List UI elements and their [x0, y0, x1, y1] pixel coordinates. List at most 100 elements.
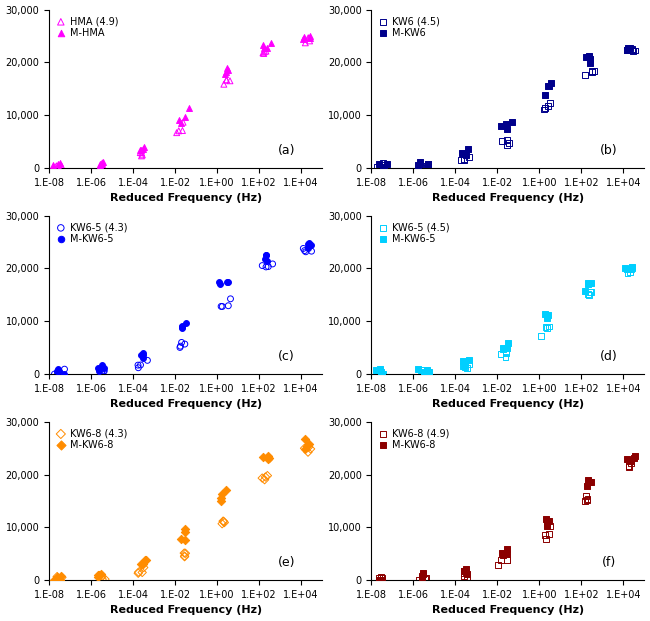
KW6-8 (4.9) — [461, 567, 471, 577]
HMA (4.9) — [300, 38, 311, 48]
M-KW6-8 — [541, 521, 552, 531]
M-KW6-5 — [136, 350, 146, 360]
M-KW6 — [500, 119, 511, 129]
M-KW6-5 — [543, 310, 554, 320]
KW6-8 (4.3) — [257, 473, 267, 483]
M-KW6 — [581, 52, 592, 62]
KW6 (4.5) — [459, 155, 469, 165]
HMA (4.9) — [304, 33, 314, 43]
KW6-5 (4.3) — [223, 301, 233, 310]
KW6-5 (4.5) — [542, 323, 552, 333]
KW6-5 (4.3) — [261, 262, 271, 272]
Legend: KW6 (4.5), M-KW6: KW6 (4.5), M-KW6 — [376, 14, 441, 40]
M-KW6-8 — [220, 485, 231, 495]
Text: (b): (b) — [600, 144, 618, 157]
M-KW6-5 — [579, 286, 590, 296]
HMA (4.9) — [174, 126, 184, 136]
KW6-8 (4.3) — [217, 519, 228, 528]
M-KW6 — [379, 161, 389, 171]
KW6 (4.5) — [540, 102, 551, 112]
HMA (4.9) — [221, 75, 231, 85]
KW6-5 (4.3) — [133, 363, 144, 373]
KW6 (4.5) — [539, 104, 549, 114]
KW6-8 (4.3) — [260, 472, 270, 482]
Legend: KW6-8 (4.9), M-KW6-8: KW6-8 (4.9), M-KW6-8 — [376, 427, 451, 452]
KW6 (4.5) — [416, 161, 426, 171]
M-KW6-5 — [460, 358, 470, 368]
M-KW6-8 — [55, 575, 66, 585]
M-KW6-8 — [304, 439, 315, 449]
KW6-5 (4.3) — [98, 366, 109, 376]
KW6-5 (4.3) — [176, 341, 186, 351]
M-KW6-8 — [216, 496, 226, 505]
M-HMA — [305, 30, 315, 40]
KW6 (4.5) — [627, 45, 637, 55]
M-KW6 — [543, 81, 553, 91]
M-KW6-8 — [138, 559, 148, 569]
M-KW6 — [625, 43, 635, 53]
M-KW6-5 — [370, 365, 381, 375]
KW6 (4.5) — [545, 98, 556, 108]
KW6-5 (4.3) — [53, 368, 63, 378]
M-KW6-8 — [543, 516, 554, 526]
M-KW6-8 — [377, 575, 387, 585]
KW6 (4.5) — [458, 155, 469, 165]
M-KW6 — [461, 150, 471, 160]
X-axis label: Reduced Frequency (Hz): Reduced Frequency (Hz) — [432, 605, 584, 615]
KW6-8 (4.9) — [377, 573, 387, 583]
KW6-5 (4.3) — [263, 261, 274, 271]
KW6-5 (4.5) — [584, 288, 595, 297]
HMA (4.9) — [96, 160, 107, 170]
HMA (4.9) — [135, 148, 146, 158]
M-KW6-5 — [177, 320, 187, 330]
M-HMA — [180, 112, 190, 122]
KW6 (4.5) — [378, 158, 389, 168]
KW6-5 (4.5) — [462, 363, 472, 373]
KW6-5 (4.3) — [59, 364, 70, 374]
M-KW6-5 — [138, 348, 148, 358]
KW6-5 (4.5) — [372, 369, 383, 379]
KW6-8 (4.3) — [179, 551, 190, 561]
M-KW6-8 — [497, 548, 507, 558]
M-KW6-8 — [630, 451, 640, 461]
KW6-5 (4.5) — [463, 360, 474, 369]
KW6-8 (4.9) — [376, 572, 386, 582]
HMA (4.9) — [57, 161, 67, 171]
M-KW6-5 — [53, 365, 63, 374]
KW6-8 (4.3) — [306, 444, 316, 454]
M-KW6-8 — [374, 575, 384, 585]
M-KW6-8 — [93, 570, 103, 580]
KW6-5 (4.3) — [135, 360, 146, 370]
X-axis label: Reduced Frequency (Hz): Reduced Frequency (Hz) — [110, 605, 262, 615]
M-KW6-5 — [303, 239, 313, 249]
M-KW6 — [495, 121, 506, 131]
M-KW6-5 — [498, 343, 508, 353]
KW6 (4.5) — [502, 135, 512, 145]
KW6-5 (4.5) — [622, 268, 632, 278]
M-KW6-8 — [417, 571, 427, 581]
KW6-5 (4.5) — [418, 369, 428, 379]
KW6 (4.5) — [463, 152, 474, 161]
M-KW6 — [378, 163, 389, 173]
Text: (a): (a) — [278, 144, 295, 157]
M-KW6-5 — [261, 250, 271, 260]
KW6-5 (4.3) — [142, 355, 153, 365]
KW6 (4.5) — [456, 155, 467, 165]
M-KW6-5 — [376, 366, 387, 376]
M-HMA — [265, 39, 276, 48]
X-axis label: Reduced Frequency (Hz): Reduced Frequency (Hz) — [432, 193, 584, 203]
M-HMA — [176, 118, 186, 128]
M-HMA — [261, 43, 272, 53]
KW6 (4.5) — [378, 160, 389, 170]
M-KW6-8 — [417, 572, 427, 582]
KW6-8 (4.9) — [582, 496, 592, 505]
M-KW6-8 — [461, 564, 471, 574]
KW6-5 (4.3) — [96, 368, 107, 378]
KW6-8 (4.9) — [540, 530, 551, 540]
M-KW6-8 — [376, 575, 386, 585]
KW6 (4.5) — [590, 66, 600, 76]
M-KW6-5 — [419, 368, 430, 378]
M-KW6-8 — [629, 453, 639, 463]
M-KW6 — [413, 160, 423, 170]
Text: (e): (e) — [278, 556, 295, 569]
